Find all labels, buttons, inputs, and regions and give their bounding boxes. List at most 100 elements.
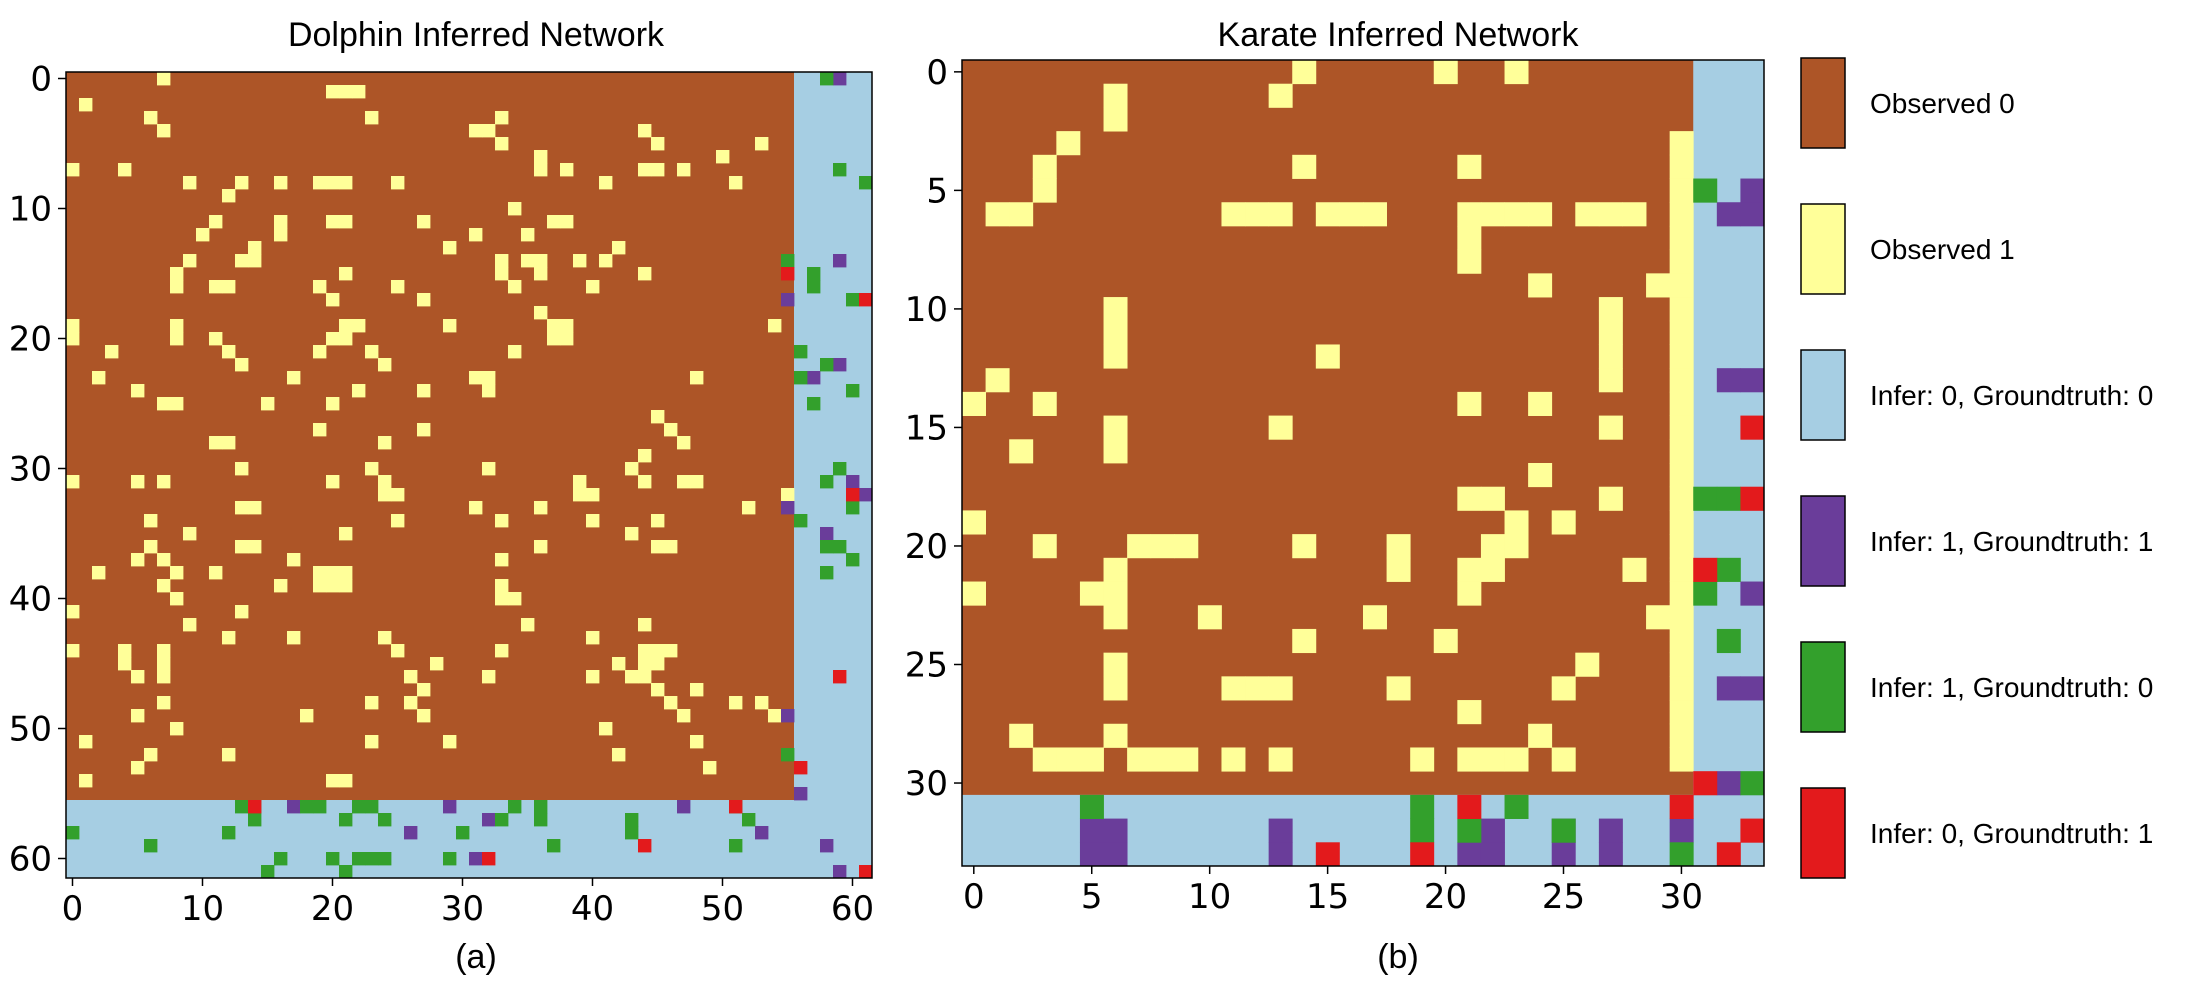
cell-observed-1 — [326, 397, 340, 411]
x-tick-label: 20 — [311, 889, 354, 929]
cell-observed-1 — [599, 254, 613, 268]
cell-observed-1 — [1386, 557, 1411, 582]
cell-observed-1 — [404, 696, 418, 710]
cell-infer1-gt0 — [781, 254, 795, 268]
dolphin-title: Dolphin Inferred Network — [288, 16, 665, 54]
cell-infer0-gt1 — [1410, 842, 1435, 867]
cell-observed-1 — [1669, 439, 1694, 464]
cell-infer1-gt0 — [729, 839, 743, 853]
cell-infer1-gt0 — [1740, 771, 1765, 796]
cell-infer0-gt1 — [1669, 794, 1694, 819]
cell-observed-1 — [651, 683, 665, 697]
cell-observed-1 — [1504, 534, 1529, 559]
cell-infer1-gt1 — [781, 709, 795, 723]
cell-infer1-gt1 — [443, 800, 457, 814]
cell-infer1-gt0 — [820, 540, 834, 554]
cell-observed-1 — [1598, 344, 1623, 369]
cell-observed-1 — [547, 215, 561, 229]
cell-infer1-gt1 — [833, 358, 847, 372]
cell-observed-1 — [1504, 510, 1529, 535]
cell-infer0-gt1 — [859, 865, 873, 879]
cell-observed-1 — [1009, 439, 1034, 464]
cell-infer1-gt0 — [794, 371, 808, 385]
cell-observed-1 — [378, 358, 392, 372]
cell-observed-1 — [1433, 60, 1458, 85]
dolphin-frame — [65, 71, 873, 879]
y-tick-label: 20 — [905, 527, 948, 567]
cell-observed-1 — [1669, 510, 1694, 535]
cell-infer1-gt1 — [781, 293, 795, 307]
cell-observed-1 — [1103, 344, 1128, 369]
cell-observed-1 — [664, 696, 678, 710]
cell-observed-1 — [1009, 723, 1034, 748]
y-tick-label: 60 — [9, 840, 52, 880]
cell-infer1-gt0 — [1551, 818, 1576, 843]
cell-infer0-gt1 — [638, 839, 652, 853]
cell-observed-1 — [1268, 202, 1293, 227]
cell-observed-1 — [170, 397, 184, 411]
cell-observed-1 — [131, 475, 145, 489]
cell-observed-1 — [1457, 700, 1482, 725]
legend-label-infer1_gt0: Infer: 1, Groundtruth: 0 — [1870, 672, 2153, 703]
y-tick-label: 25 — [905, 646, 948, 686]
cell-observed-1 — [612, 657, 626, 671]
cell-infer1-gt0 — [1716, 628, 1741, 654]
cell-observed-1 — [235, 501, 249, 515]
cell-observed-1 — [1669, 154, 1694, 179]
cell-observed-1 — [313, 566, 327, 580]
cell-observed-1 — [144, 540, 158, 554]
cell-observed-1 — [1504, 202, 1529, 227]
cell-observed-1 — [1315, 202, 1340, 227]
cell-observed-1 — [1669, 131, 1694, 156]
cell-observed-1 — [1457, 557, 1482, 582]
cell-observed-1 — [443, 319, 457, 333]
cell-observed-1 — [703, 761, 717, 775]
cell-observed-1 — [625, 527, 639, 541]
cell-observed-1 — [1103, 83, 1128, 108]
cell-observed-1 — [482, 384, 496, 398]
cell-observed-1 — [79, 735, 93, 749]
cell-observed-1 — [1669, 486, 1694, 511]
cell-observed-1 — [495, 514, 509, 528]
cell-observed-1 — [339, 267, 353, 281]
cell-observed-1 — [495, 267, 509, 281]
cell-observed-1 — [612, 748, 626, 762]
cell-infer1-gt0 — [144, 839, 158, 853]
cell-infer1-gt0 — [794, 514, 808, 528]
cell-observed-1 — [508, 345, 522, 359]
cell-observed-1 — [326, 332, 340, 346]
cell-observed-1 — [1598, 202, 1623, 227]
cell-infer1-gt0 — [261, 865, 275, 879]
cell-observed-1 — [664, 540, 678, 554]
cell-observed-1 — [1551, 747, 1576, 772]
cell-observed-1 — [196, 228, 210, 242]
cell-observed-1 — [495, 579, 509, 593]
cell-observed-1 — [326, 566, 340, 580]
cell-observed-1 — [1575, 652, 1600, 677]
cell-observed-1 — [469, 501, 483, 515]
cell-observed-1 — [651, 137, 665, 151]
cell-observed-1 — [222, 631, 236, 645]
cell-observed-1 — [391, 280, 405, 294]
cell-observed-1 — [677, 475, 691, 489]
y-tick-label: 50 — [9, 710, 52, 750]
dolphin-panel: Dolphin Inferred Network 0 10 20 30 40 50 60 0… — [9, 16, 874, 976]
cell-observed-1 — [586, 631, 600, 645]
cell-observed-1 — [573, 254, 587, 268]
cell-observed-1 — [1103, 605, 1128, 630]
cell-observed-1 — [1457, 486, 1482, 511]
cell-infer1-gt0 — [352, 852, 366, 866]
cell-observed-1 — [482, 670, 496, 684]
cell-observed-1 — [118, 657, 132, 671]
cell-observed-1 — [326, 774, 340, 788]
cell-observed-1 — [495, 254, 509, 268]
cell-observed-1 — [365, 345, 379, 359]
cell-infer1-gt1 — [1716, 202, 1741, 227]
cell-observed-1 — [534, 267, 548, 281]
cell-observed-1 — [1457, 747, 1482, 772]
cell-infer1-gt0 — [1410, 794, 1435, 819]
cell-infer1-gt0 — [235, 800, 249, 814]
cell-infer1-gt1 — [404, 826, 418, 840]
cell-observed-1 — [1079, 581, 1104, 606]
cell-observed-1 — [495, 111, 509, 125]
